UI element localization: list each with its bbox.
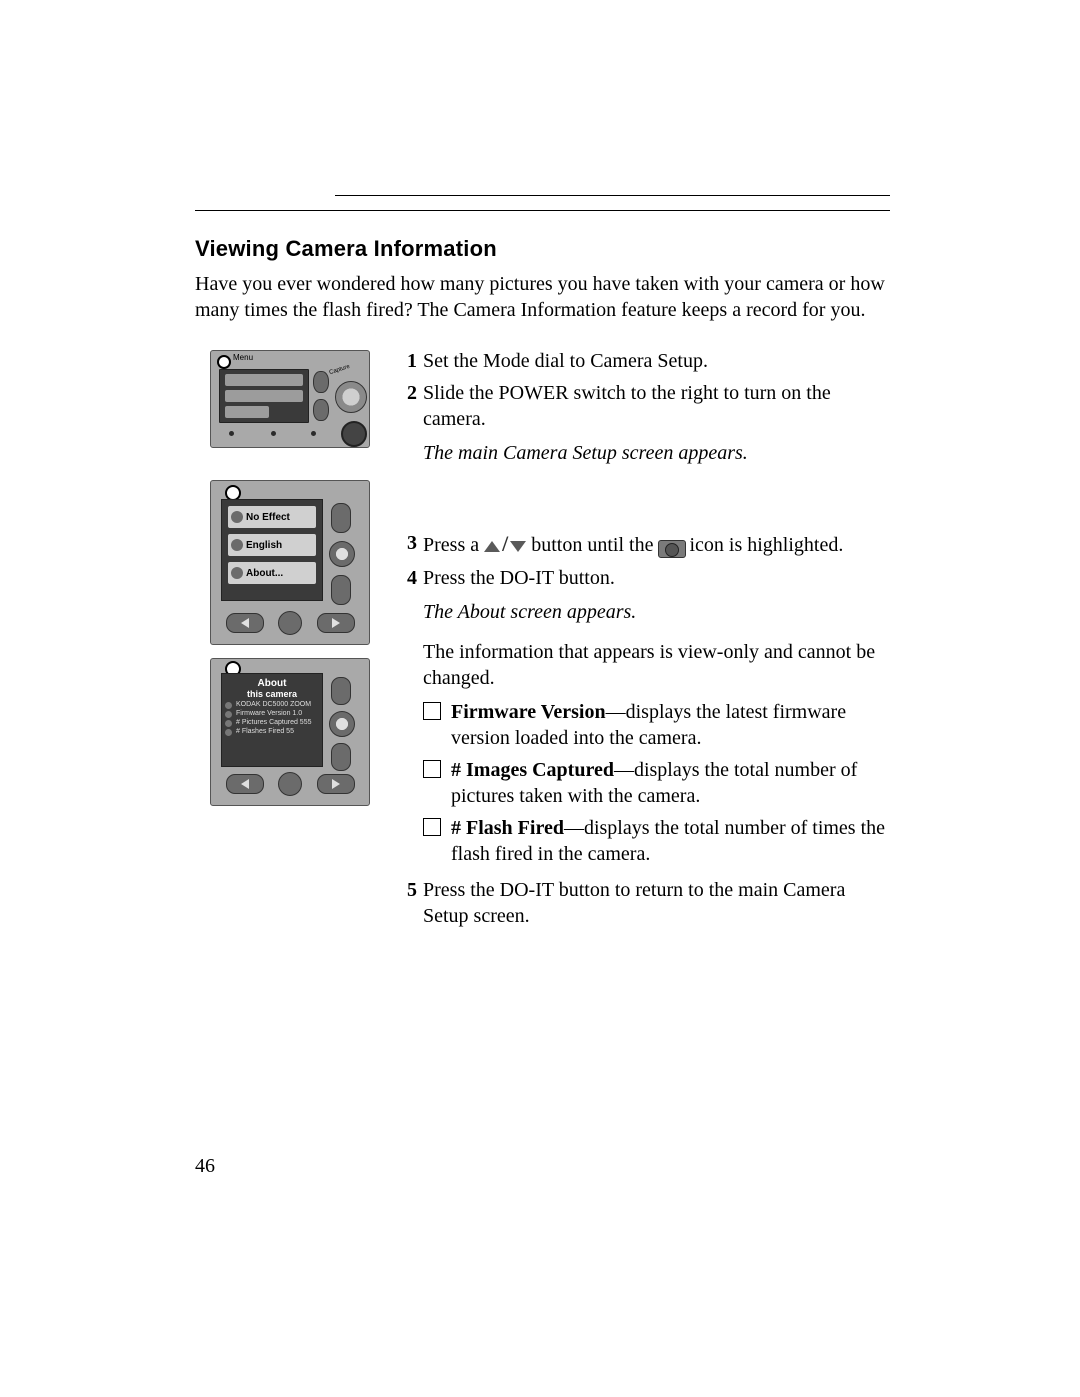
bullet-bold: # Images Captured <box>451 759 614 781</box>
step-text: Slide the POWER switch to the right to t… <box>423 380 895 432</box>
header-rule-long <box>195 210 890 211</box>
checkbox-icon <box>423 760 441 778</box>
menu-item-label: English <box>246 540 282 551</box>
result-text: The About screen appears. <box>423 599 895 625</box>
up-button-icon <box>331 503 351 533</box>
down-button-icon <box>331 743 351 771</box>
figure-about-screen: About this camera KODAK DC5000 ZOOM Firm… <box>210 658 370 806</box>
about-line: Firmware Version 1.0 <box>236 710 318 717</box>
doit-button-icon <box>329 711 355 737</box>
section-heading: Viewing Camera Information <box>195 236 497 262</box>
about-line: # Flashes Fired 55 <box>236 728 318 735</box>
step-text: Press the DO-IT button to return to the … <box>423 877 895 929</box>
step-number: 2 <box>395 380 417 432</box>
step-number: 5 <box>395 877 417 929</box>
bullet-list: Firmware Version—displays the latest fir… <box>423 699 895 867</box>
slash-icon: / <box>500 531 510 556</box>
mode-dial-icon <box>335 381 367 413</box>
note-text: The information that appears is view-onl… <box>423 639 895 691</box>
step-2: 2 Slide the POWER switch to the right to… <box>395 380 895 432</box>
step-3-pre: Press a <box>423 534 484 556</box>
about-line: # Pictures Captured 555 <box>236 719 318 726</box>
lens-icon <box>341 421 367 447</box>
camera-info-icon <box>658 536 684 556</box>
screw-hole-icon <box>311 431 316 436</box>
step-3-post: icon is highlighted. <box>689 534 843 556</box>
screw-hole-icon <box>271 431 276 436</box>
figure2-bottom-controls <box>211 610 369 636</box>
step-number: 4 <box>395 565 417 591</box>
checkbox-icon <box>423 702 441 720</box>
round-button-icon <box>278 611 302 635</box>
figure3-lcd: About this camera KODAK DC5000 ZOOM Firm… <box>221 673 323 767</box>
page-number: 46 <box>195 1155 215 1178</box>
about-title-2: this camera <box>222 689 322 699</box>
figure3-bottom-controls <box>211 771 369 797</box>
figure1-lcd <box>219 369 309 423</box>
step-number: 1 <box>395 348 417 374</box>
doit-button-icon <box>329 541 355 567</box>
step-1: 1 Set the Mode dial to Camera Setup. <box>395 348 895 374</box>
bullet-item: Firmware Version—displays the latest fir… <box>423 699 895 751</box>
right-button-icon <box>317 774 355 794</box>
step-text: Set the Mode dial to Camera Setup. <box>423 348 895 374</box>
step-text: Press the DO-IT button. <box>423 565 895 591</box>
left-button-icon <box>226 774 264 794</box>
result-text: The main Camera Setup screen appears. <box>423 440 895 466</box>
bullet-bold: # Flash Fired <box>451 817 564 839</box>
step-4: 4 Press the DO-IT button. <box>395 565 895 591</box>
steps-column: 1 Set the Mode dial to Camera Setup. 2 S… <box>395 348 895 935</box>
up-button-icon <box>331 677 351 705</box>
menu-label: Menu <box>233 353 253 362</box>
step-5: 5 Press the DO-IT button to return to th… <box>395 877 895 929</box>
menu-item: About... <box>228 562 316 584</box>
screw-hole-icon <box>229 431 234 436</box>
step-3: 3 Press a / button until the icon is hig… <box>395 530 895 559</box>
dial-label: Capture <box>329 364 351 376</box>
right-button-icon <box>317 613 355 633</box>
figure2-lcd: No Effect English About... <box>221 499 323 601</box>
about-title-1: About <box>222 678 322 689</box>
manual-page: Viewing Camera Information Have you ever… <box>0 0 1080 1397</box>
figure-camera-mode-dial: Menu Capture <box>210 350 370 448</box>
about-line: KODAK DC5000 ZOOM <box>236 701 318 708</box>
step-3-mid: button until the <box>531 534 658 556</box>
figure-menu-screen: No Effect English About... <box>210 480 370 645</box>
arrow-up-icon <box>484 541 500 552</box>
arrow-down-icon <box>510 541 526 552</box>
step-number: 3 <box>395 530 417 559</box>
bullet-bold: Firmware Version <box>451 701 606 723</box>
round-button-icon <box>278 772 302 796</box>
left-button-icon <box>226 613 264 633</box>
menu-item: English <box>228 534 316 556</box>
menu-button-icon <box>217 355 231 369</box>
intro-paragraph: Have you ever wondered how many pictures… <box>195 272 895 323</box>
down-button-icon <box>331 575 351 605</box>
menu-item: No Effect <box>228 506 316 528</box>
bullet-item: # Flash Fired—displays the total number … <box>423 815 895 867</box>
step-text: Press a / button until the icon is highl… <box>423 530 895 559</box>
down-button-icon <box>313 399 329 421</box>
bullet-item: # Images Captured—displays the total num… <box>423 757 895 809</box>
header-rule-short <box>335 195 890 196</box>
menu-item-label: No Effect <box>246 512 290 523</box>
up-button-icon <box>313 371 329 393</box>
menu-item-label: About... <box>246 568 283 579</box>
checkbox-icon <box>423 818 441 836</box>
